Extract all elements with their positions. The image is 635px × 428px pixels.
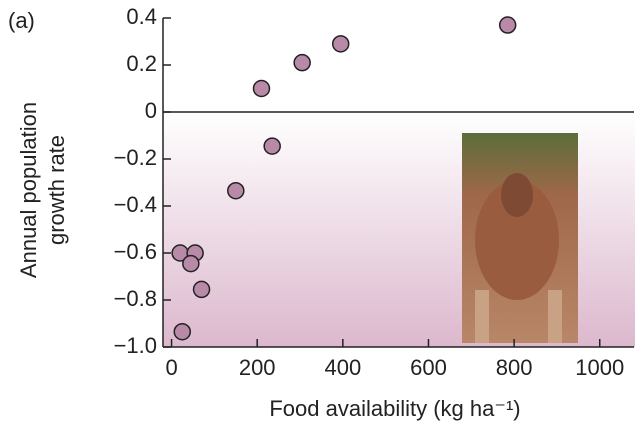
x-tick-label: 800 bbox=[496, 355, 533, 380]
point bbox=[227, 181, 245, 200]
point bbox=[498, 16, 517, 34]
point bbox=[331, 35, 350, 53]
y-tick-label: −0.8 bbox=[114, 286, 157, 311]
point bbox=[263, 137, 281, 155]
y-tick-label: −0.2 bbox=[114, 145, 157, 170]
y-tick-label: 0 bbox=[145, 98, 157, 123]
x-tick-label: 200 bbox=[239, 355, 276, 380]
y-axis-label: growth rate bbox=[44, 135, 69, 245]
x-tick-label: 0 bbox=[165, 355, 177, 380]
point bbox=[192, 280, 211, 299]
point bbox=[173, 322, 192, 341]
x-tick-label: 600 bbox=[410, 355, 447, 380]
photo bbox=[462, 133, 578, 343]
y-tick-label: −0.6 bbox=[114, 239, 157, 264]
y-tick-label: 0.2 bbox=[126, 51, 157, 76]
x-tick-label: 400 bbox=[324, 355, 361, 380]
point bbox=[182, 254, 200, 273]
panel-label: (a) bbox=[8, 8, 35, 33]
y-axis-label: Annual population bbox=[16, 102, 41, 278]
x-axis-label: Food availability (kg ha⁻¹) bbox=[269, 396, 520, 421]
point bbox=[252, 79, 271, 98]
y-tick-label: 0.4 bbox=[126, 4, 157, 29]
y-tick-label: −0.4 bbox=[114, 192, 157, 217]
x-tick-label: 1000 bbox=[575, 355, 624, 380]
point bbox=[293, 53, 311, 72]
y-tick-label: −1.0 bbox=[114, 333, 157, 358]
